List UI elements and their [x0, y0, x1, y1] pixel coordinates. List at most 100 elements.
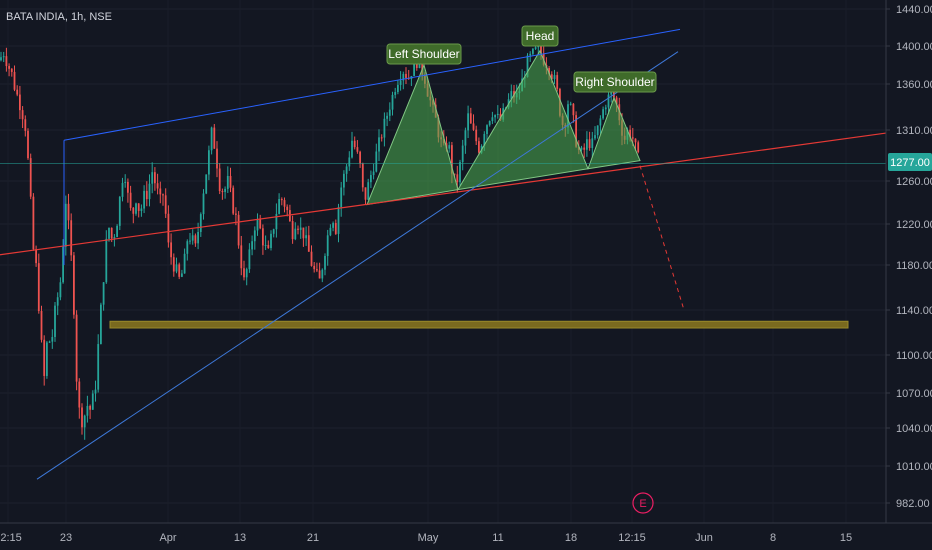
candle-body — [575, 115, 577, 147]
candle-body — [118, 196, 121, 226]
candle-body — [615, 97, 618, 105]
candle — [148, 174, 151, 207]
candle-body — [224, 188, 226, 192]
candle-body — [302, 227, 305, 239]
right-shoulder-text: Right Shoulder — [575, 75, 654, 89]
candle-body — [372, 171, 375, 176]
candle-body — [337, 207, 340, 234]
candle-body — [172, 257, 175, 272]
candle-body — [388, 109, 391, 116]
candle — [278, 193, 280, 215]
pattern-triangle — [587, 96, 641, 170]
candle-body — [202, 193, 205, 215]
candle-body — [135, 203, 137, 214]
candle-body — [297, 228, 299, 230]
price-axis[interactable] — [886, 0, 932, 550]
candle — [307, 225, 310, 252]
candle-body — [56, 297, 59, 306]
candle-body — [251, 241, 253, 250]
candle-body — [453, 173, 456, 175]
candle — [596, 125, 599, 139]
candle-body — [483, 133, 486, 146]
candle — [572, 103, 575, 123]
candle — [359, 150, 361, 168]
candle-body — [24, 119, 27, 131]
y-tick-label: 1220.00 — [896, 219, 932, 231]
candle — [194, 233, 197, 247]
time-axis[interactable] — [0, 523, 932, 550]
candle — [286, 204, 289, 217]
head-label[interactable]: Head — [521, 25, 559, 47]
current-price-tag[interactable]: 1277.00 — [888, 153, 932, 171]
candle-body — [583, 147, 586, 150]
candle-body — [218, 168, 221, 192]
candle-body — [102, 282, 105, 305]
candle-body — [208, 150, 210, 175]
candle-body — [156, 183, 159, 189]
head-label-bg — [521, 25, 559, 47]
candle-body — [402, 73, 405, 81]
candle — [113, 234, 116, 247]
candle-body — [232, 187, 235, 214]
candle-body — [137, 203, 140, 211]
candle-body — [405, 73, 407, 78]
candle — [386, 112, 388, 127]
candle-body — [634, 138, 637, 143]
candle-body — [280, 199, 283, 201]
candle-body — [602, 109, 604, 119]
candle-body — [253, 230, 256, 242]
y-tick-label: 1310.00 — [896, 125, 932, 137]
candle — [637, 140, 640, 154]
candle-body — [100, 304, 102, 345]
candle-body — [181, 273, 183, 277]
candle — [213, 124, 216, 149]
candle-body — [46, 342, 48, 376]
candle — [100, 302, 102, 345]
candle — [353, 136, 356, 150]
candle-body — [291, 221, 294, 240]
right-shoulder-label[interactable]: Right Shoulder — [573, 71, 657, 93]
grid — [0, 8, 886, 504]
candle-body — [51, 336, 54, 342]
candle — [372, 163, 375, 180]
candle-body — [607, 94, 610, 108]
candle-body — [267, 244, 270, 248]
candle-body — [70, 220, 73, 256]
candle-body — [19, 94, 21, 111]
candle — [40, 305, 43, 343]
candle — [218, 162, 221, 195]
candle — [2, 51, 5, 63]
candle-body — [486, 125, 488, 134]
candle-body — [459, 161, 461, 183]
left-shoulder-label[interactable]: Left Shoulder — [386, 43, 462, 65]
candle — [348, 151, 351, 171]
candle — [89, 404, 91, 419]
candle — [405, 67, 407, 84]
plot-area[interactable] — [0, 0, 886, 523]
candle — [586, 131, 588, 157]
candle-body — [488, 121, 491, 126]
candle — [0, 51, 2, 62]
candle — [345, 163, 348, 182]
candle-body — [326, 235, 329, 256]
candle — [132, 207, 135, 224]
candle-body — [159, 188, 162, 195]
candle-body — [62, 246, 64, 283]
candles — [0, 8, 886, 504]
candle — [299, 217, 302, 239]
candle-body — [399, 80, 402, 85]
candle-body — [478, 141, 480, 153]
candle-body — [59, 282, 62, 298]
candle-body — [397, 84, 399, 93]
candle-body — [526, 55, 529, 78]
candle-body — [256, 218, 259, 231]
candle-body — [83, 415, 86, 428]
candle — [164, 188, 167, 218]
candle — [240, 235, 243, 276]
earnings-marker[interactable]: E — [632, 492, 654, 514]
candle — [324, 253, 326, 276]
candle-body — [5, 56, 8, 67]
candle-body — [540, 46, 542, 54]
candle — [94, 380, 97, 402]
